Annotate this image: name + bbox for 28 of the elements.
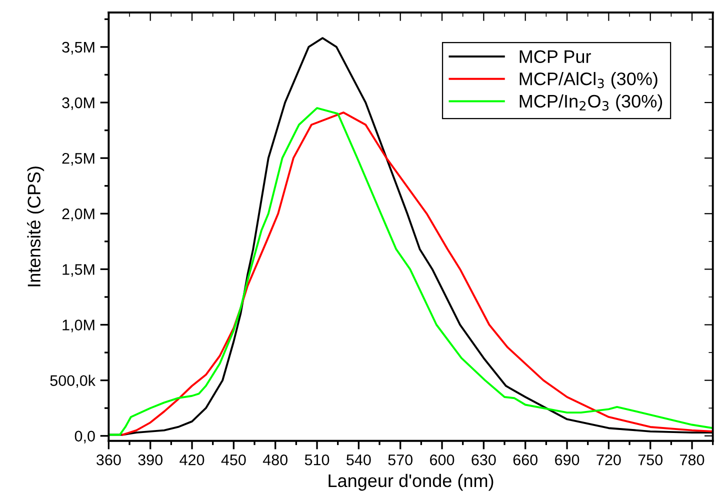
legend-label: MCP Pur: [520, 50, 591, 63]
legend-label: MCP/In$_{2}$O$_{3}$ (30%): [520, 94, 662, 112]
y-tick-label: 3,5M: [62, 42, 94, 54]
x-tick-label: 630: [472, 454, 496, 466]
x-tick-label: 390: [138, 454, 162, 466]
x-tick-label: 600: [430, 454, 454, 466]
x-tick-label: 450: [221, 454, 246, 466]
y-tick-label: 1,5M: [62, 264, 94, 277]
x-tick-label: 360: [96, 454, 121, 466]
y-tick-label: 0,0: [74, 430, 95, 444]
x-tick-label: 750: [638, 454, 663, 466]
y-tick-label: 500,0k: [50, 374, 96, 388]
x-tick-label: 480: [262, 454, 288, 466]
x-tick-label: 780: [680, 454, 704, 466]
y-axis-title: Intensité (CPS): [27, 166, 44, 286]
x-tick-label: 660: [513, 454, 538, 466]
x-tick-label: 570: [388, 454, 412, 466]
y-tick-label: 1,0M: [62, 320, 94, 332]
x-tick-label: 690: [555, 454, 580, 466]
legend-label: MCP/AlCl$_{3}$ (30%): [520, 72, 658, 89]
y-tick-label: 3,0M: [62, 97, 94, 110]
y-tick-label: 2,5M: [62, 152, 94, 166]
x-axis-title: Langeur d'onde (nm): [328, 474, 494, 491]
x-tick-label: 720: [596, 454, 621, 466]
x-tick-label: 540: [346, 454, 371, 466]
x-tick-label: 420: [180, 454, 204, 466]
y-tick-label: 2,0M: [62, 208, 94, 222]
x-tick-label: 510: [304, 454, 330, 466]
